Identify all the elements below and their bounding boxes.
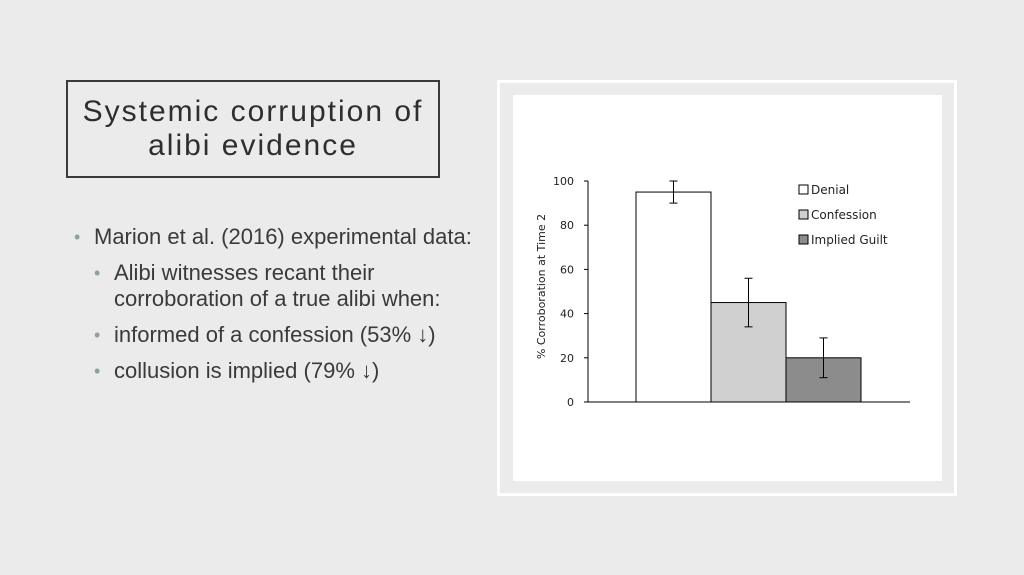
legend-swatch	[798, 209, 809, 220]
y-tick-label: 20	[560, 352, 574, 365]
y-tick-label: 100	[553, 175, 574, 188]
bullet-main-text: Marion et al. (2016) experimental data:	[94, 224, 472, 249]
legend-swatch	[798, 234, 809, 245]
y-axis-label: % Corroboration at Time 2	[535, 214, 548, 359]
bullet-sub-text: collusion is implied (79% ↓)	[114, 358, 380, 383]
bar-chart: 0 20 40 60 80 100 % Corroboration at Time 2 Den…	[535, 175, 910, 409]
y-tick-label: 0	[567, 396, 574, 409]
slide-title: Systemic corruption of alibi evidence	[82, 95, 424, 162]
bullet-sub: • Alibi witnesses recant their corrobora…	[74, 260, 474, 312]
y-tick-label: 60	[560, 263, 574, 276]
bullet-main: • Marion et al. (2016) experimental data…	[74, 224, 474, 250]
bullet-sub-text: informed of a confession (53% ↓)	[114, 322, 436, 347]
y-tick-label: 80	[560, 219, 574, 232]
bullet-dot-icon: •	[94, 263, 101, 283]
bullet-dot-icon: •	[94, 325, 101, 345]
y-tick-label: 40	[560, 308, 574, 321]
bullet-sub: • collusion is implied (79% ↓)	[74, 358, 474, 384]
chart-background: 0 20 40 60 80 100 % Corroboration at Time 2 Den…	[513, 95, 942, 481]
bullet-sub-text: Alibi witnesses recant their corroborati…	[114, 260, 441, 311]
legend-label: Denial	[811, 183, 849, 197]
bullet-list: • Marion et al. (2016) experimental data…	[74, 224, 474, 394]
bullet-dot-icon: •	[94, 361, 101, 381]
bullet-dot-icon: •	[74, 227, 81, 247]
chart-frame	[497, 80, 957, 496]
legend-label: Confession	[811, 208, 877, 222]
legend-swatch	[798, 184, 809, 195]
title-box: Systemic corruption of alibi evidence	[66, 80, 440, 178]
bullet-sub: • informed of a confession (53% ↓)	[74, 322, 474, 348]
legend-label: Implied Guilt	[811, 233, 888, 247]
bar	[635, 191, 712, 403]
